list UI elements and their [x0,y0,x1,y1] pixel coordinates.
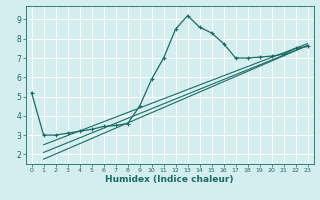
X-axis label: Humidex (Indice chaleur): Humidex (Indice chaleur) [105,175,234,184]
